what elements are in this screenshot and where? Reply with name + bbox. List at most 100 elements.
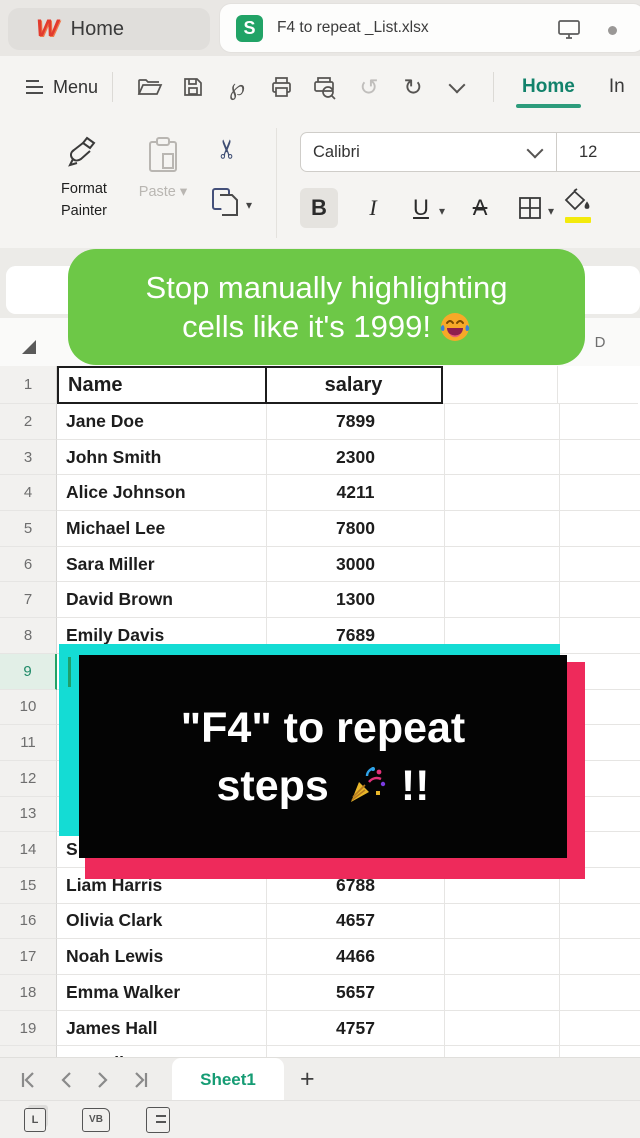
- redo-icon[interactable]: ↻: [403, 73, 423, 100]
- print-preview-icon[interactable]: [303, 67, 347, 107]
- row-header[interactable]: 16: [0, 903, 57, 940]
- row-header[interactable]: 13: [0, 796, 57, 833]
- row-header[interactable]: 12: [0, 760, 57, 797]
- cell-empty[interactable]: [560, 440, 640, 476]
- cut-icon[interactable]: ✂: [211, 138, 242, 160]
- cell-salary[interactable]: 6788: [267, 867, 445, 904]
- cell-salary[interactable]: 6758: [267, 1046, 445, 1057]
- bold-button[interactable]: B: [300, 188, 338, 228]
- cell-empty[interactable]: [445, 975, 560, 1011]
- open-file-icon[interactable]: [127, 67, 171, 107]
- select-all-corner[interactable]: [22, 340, 36, 354]
- page-layout-icon[interactable]: L: [24, 1104, 48, 1132]
- cell-name[interactable]: Noah Lewis: [57, 939, 267, 975]
- row-header[interactable]: 2: [0, 404, 57, 440]
- cell-empty[interactable]: [445, 939, 560, 975]
- sheet-tab-sheet1[interactable]: Sheet1: [172, 1058, 284, 1101]
- cell-salary[interactable]: 4757: [267, 1010, 445, 1047]
- cell-salary[interactable]: 4211: [267, 475, 445, 512]
- cell-salary[interactable]: 4466: [267, 939, 445, 975]
- menu-label[interactable]: Menu: [53, 76, 99, 97]
- cell-empty[interactable]: [445, 439, 560, 476]
- ribbon-tab-home[interactable]: Home: [516, 76, 581, 108]
- borders-button[interactable]: [513, 188, 547, 228]
- cell-empty[interactable]: [442, 366, 558, 404]
- cell-empty[interactable]: [560, 404, 640, 440]
- cell-empty[interactable]: [560, 761, 640, 797]
- save-icon[interactable]: [171, 67, 215, 107]
- row-header[interactable]: 7: [0, 582, 57, 619]
- cell-name[interactable]: Emma Walker: [57, 975, 267, 1011]
- cell-name[interactable]: David Brown: [57, 582, 267, 619]
- cell-empty[interactable]: [445, 1010, 560, 1047]
- font-size-select[interactable]: 12: [556, 132, 640, 172]
- row-header[interactable]: 9: [0, 653, 57, 690]
- app-home-tab[interactable]: W Home: [8, 8, 210, 50]
- cell-empty[interactable]: [560, 1011, 640, 1047]
- cell-empty[interactable]: [445, 867, 560, 904]
- row-header[interactable]: 10: [0, 689, 57, 726]
- fill-color-button[interactable]: [562, 188, 596, 228]
- export-pdf-icon[interactable]: ℘: [229, 73, 246, 100]
- borders-dropdown-arrow[interactable]: ▾: [548, 204, 555, 218]
- font-name-select[interactable]: Calibri: [300, 132, 557, 172]
- copy-button[interactable]: ▾: [210, 186, 254, 218]
- cell-salary[interactable]: 7800: [267, 511, 445, 547]
- undo-icon[interactable]: ↺: [359, 73, 379, 100]
- cell-name[interactable]: John Smith: [57, 439, 267, 476]
- cell-empty[interactable]: [560, 904, 640, 940]
- row-header[interactable]: 1: [0, 366, 57, 404]
- last-sheet-icon[interactable]: [125, 1065, 155, 1095]
- cell-empty[interactable]: [445, 546, 560, 583]
- row-header[interactable]: 15: [0, 867, 57, 904]
- cell-empty[interactable]: [557, 366, 638, 404]
- first-sheet-icon[interactable]: [14, 1065, 44, 1095]
- cell-empty[interactable]: [560, 511, 640, 547]
- cell-empty[interactable]: [560, 797, 640, 833]
- prev-sheet-icon[interactable]: [51, 1065, 81, 1095]
- cell-name[interactable]: James Hall: [57, 1010, 267, 1047]
- row-header[interactable]: 19: [0, 1010, 57, 1047]
- cell-empty[interactable]: [560, 547, 640, 583]
- cell-empty[interactable]: [560, 939, 640, 975]
- underline-dropdown-arrow[interactable]: ▾: [439, 204, 446, 218]
- cell-empty[interactable]: [445, 582, 560, 619]
- cell-empty[interactable]: [445, 404, 560, 440]
- cell-salary[interactable]: 1300: [267, 582, 445, 619]
- cell-empty[interactable]: [560, 1046, 640, 1057]
- cell-empty[interactable]: [560, 725, 640, 761]
- row-header[interactable]: 5: [0, 511, 57, 547]
- cell-empty[interactable]: [560, 618, 640, 654]
- cell-empty[interactable]: [560, 582, 640, 619]
- row-header[interactable]: 17: [0, 939, 57, 975]
- cell-salary[interactable]: 7899: [267, 404, 445, 440]
- cell-empty[interactable]: [445, 511, 560, 547]
- row-header[interactable]: 11: [0, 725, 57, 761]
- cell-salary[interactable]: 5657: [267, 975, 445, 1011]
- cell-empty[interactable]: [445, 475, 560, 512]
- chevron-down-icon[interactable]: [435, 67, 479, 107]
- cell-empty[interactable]: [560, 654, 640, 690]
- column-header-d[interactable]: D: [594, 333, 606, 351]
- cell-empty[interactable]: [560, 868, 640, 904]
- row-header[interactable]: 8: [0, 618, 57, 654]
- cell-empty[interactable]: [560, 475, 640, 512]
- cell-salary[interactable]: 4657: [267, 903, 445, 940]
- cell-empty[interactable]: [560, 975, 640, 1011]
- outline-panel-icon[interactable]: [146, 1106, 170, 1133]
- row-header[interactable]: 18: [0, 975, 57, 1011]
- copy-dropdown-arrow[interactable]: ▾: [246, 198, 253, 212]
- cell-empty[interactable]: [560, 832, 640, 868]
- row-header[interactable]: 3: [0, 439, 57, 476]
- cell-name[interactable]: Olivia Clark: [57, 903, 267, 940]
- document-tab[interactable]: S F4 to repeat _List.xlsx: [220, 4, 640, 52]
- cell-salary[interactable]: 3000: [267, 546, 445, 583]
- cell-name[interactable]: Sara Miller: [57, 546, 267, 583]
- cell-name[interactable]: Ava Allen: [57, 1046, 267, 1057]
- macro-vb-icon[interactable]: VB: [82, 1107, 110, 1132]
- row-header[interactable]: 14: [0, 832, 57, 868]
- cell-name[interactable]: Jane Doe: [57, 404, 267, 440]
- hamburger-menu-icon[interactable]: [26, 80, 43, 94]
- monitor-icon[interactable]: [556, 17, 582, 41]
- cell-salary[interactable]: 2300: [267, 439, 445, 476]
